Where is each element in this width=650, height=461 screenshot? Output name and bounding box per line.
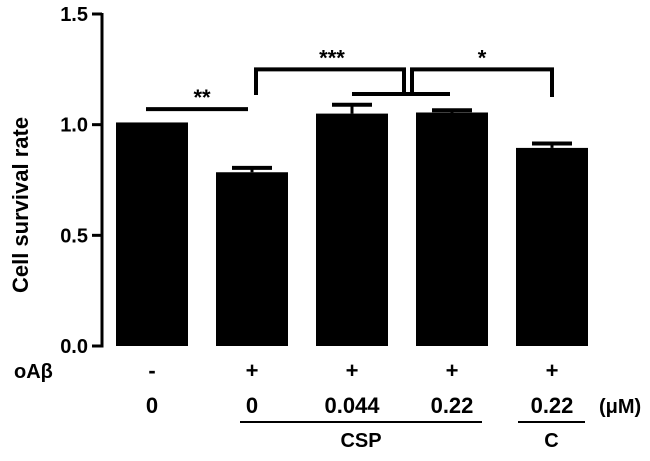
group-label: C: [544, 430, 558, 452]
significance-label: **: [193, 85, 211, 110]
y-tick-label: 0.5: [60, 225, 88, 247]
condition-row-label: oAβ: [14, 361, 53, 383]
condition-value: 0.044: [324, 393, 380, 418]
group-label: CSP: [340, 430, 381, 452]
y-tick-label: 1.0: [60, 115, 88, 137]
condition-value: +: [446, 358, 459, 383]
significance-bracket: [410, 67, 554, 97]
condition-value: +: [346, 358, 359, 383]
bars: [116, 102, 588, 346]
significance-brackets: ***** *: [146, 45, 554, 112]
condition-rows: oAβ - + + + +0 0 0.044 0.22 0.22 (μM): [14, 358, 641, 418]
significance-bracket: [254, 67, 406, 95]
bar: [216, 172, 288, 346]
bar: [316, 113, 388, 346]
condition-value: +: [246, 358, 259, 383]
unit-label: (μM): [599, 396, 641, 418]
y-tick-label: 0.0: [60, 336, 88, 358]
y-tick-label: 1.5: [60, 4, 88, 26]
group-labels: CSP C: [240, 421, 585, 452]
condition-value: 0.22: [531, 393, 574, 418]
bar: [516, 147, 588, 346]
condition-value: +: [546, 358, 559, 383]
bar: [416, 112, 488, 346]
condition-value: 0.22: [431, 393, 474, 418]
significance-label: ***: [319, 45, 345, 70]
condition-value: 0: [246, 393, 258, 418]
y-axis-label: Cell survival rate: [8, 117, 33, 293]
y-axis: 0.0 0.5 1.0 1.5: [60, 4, 104, 358]
bar: [116, 122, 188, 346]
condition-value: 0: [146, 393, 158, 418]
significance-label: *: [478, 45, 487, 70]
condition-value: -: [148, 358, 155, 383]
